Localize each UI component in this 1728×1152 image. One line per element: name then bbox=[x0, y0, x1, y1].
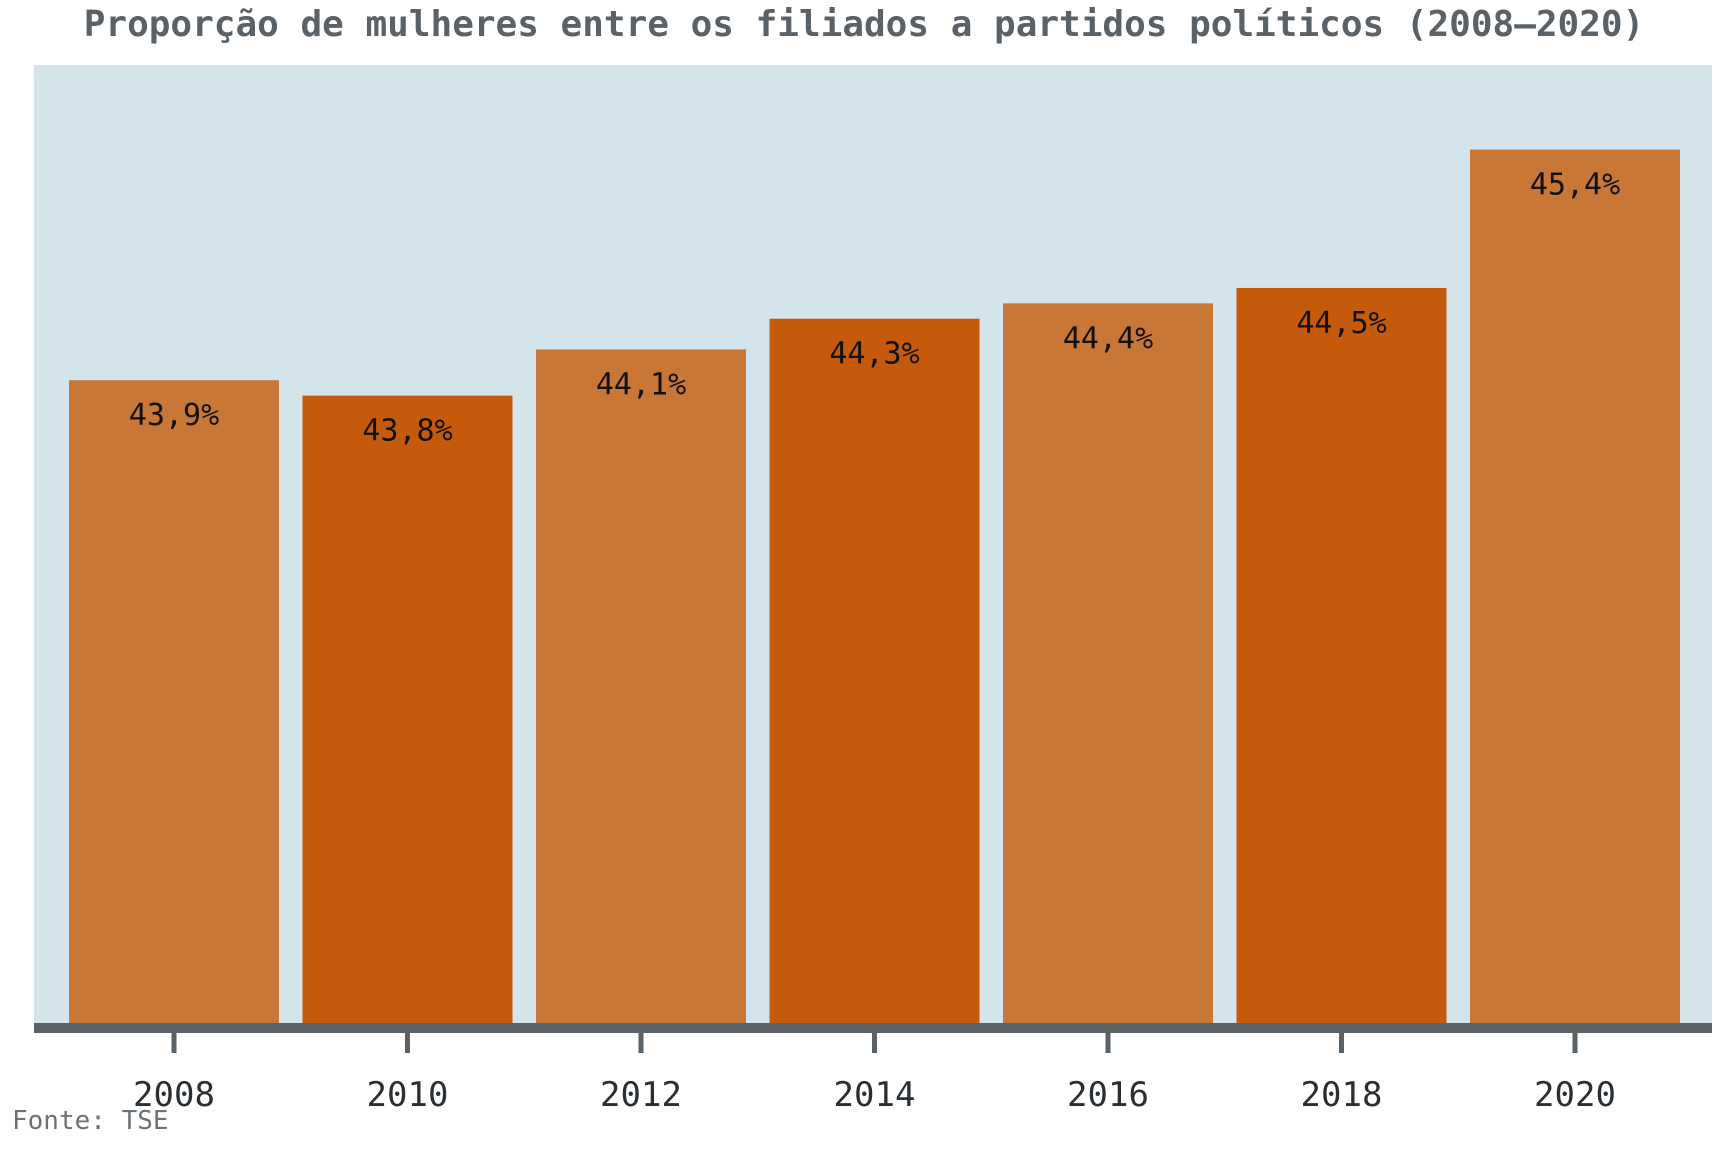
value-label-2014: 44,3% bbox=[829, 337, 919, 372]
value-labels-group: 43,9% 43,8% 44,1% 44,3% 44,4% 44,5% 45,4% bbox=[129, 168, 1620, 449]
bar-2020 bbox=[1470, 149, 1680, 1026]
chart-title: Proporção de mulheres entre os filiados … bbox=[83, 4, 1645, 45]
x-tick-label-2018: 2018 bbox=[1301, 1075, 1383, 1115]
x-tick-label-2010: 2010 bbox=[367, 1075, 449, 1115]
x-tick-label-2008: 2008 bbox=[133, 1075, 215, 1115]
source-note: Fonte: TSE bbox=[12, 1106, 169, 1136]
bar-2014 bbox=[769, 318, 980, 1027]
bars-group bbox=[69, 149, 1680, 1027]
value-label-2012: 44,1% bbox=[596, 367, 686, 402]
x-tick-label-2020: 2020 bbox=[1534, 1075, 1616, 1115]
value-label-2016: 44,4% bbox=[1063, 321, 1153, 356]
bar-2018 bbox=[1236, 287, 1447, 1026]
bar-2016 bbox=[1003, 303, 1213, 1026]
value-label-2020: 45,4% bbox=[1530, 168, 1620, 203]
x-tick-label-2012: 2012 bbox=[600, 1075, 682, 1115]
x-tick-label-2014: 2014 bbox=[834, 1075, 916, 1115]
bar-2012 bbox=[536, 349, 746, 1026]
value-label-2008: 43,9% bbox=[129, 398, 219, 433]
x-tick-label-2016: 2016 bbox=[1067, 1075, 1149, 1115]
x-axis: 2008 2010 2012 2014 2016 2018 2020 bbox=[34, 1023, 1712, 1115]
bar-2010 bbox=[302, 395, 513, 1027]
bar-2008 bbox=[69, 380, 279, 1026]
value-label-2018: 44,5% bbox=[1296, 306, 1386, 341]
value-label-2010: 43,8% bbox=[362, 414, 452, 449]
